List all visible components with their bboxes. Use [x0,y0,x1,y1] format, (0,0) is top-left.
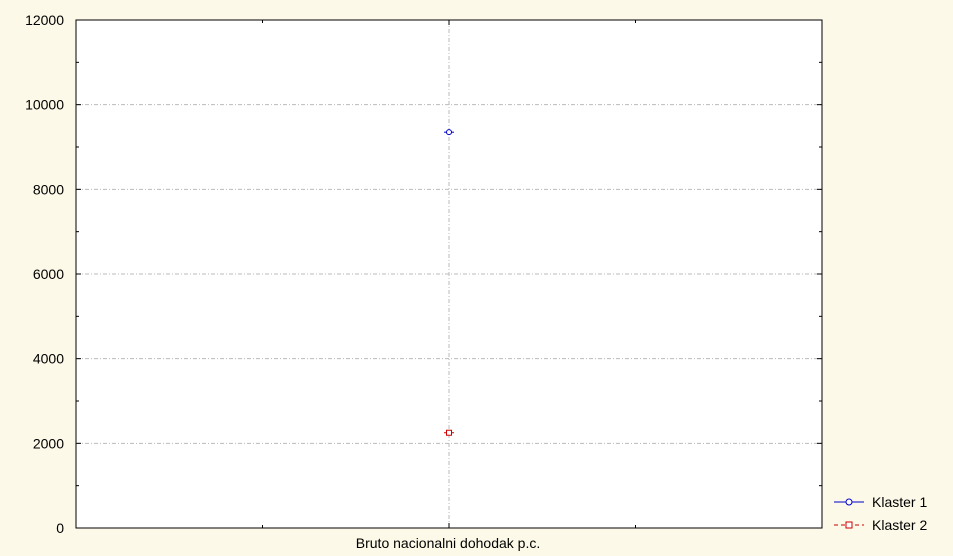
legend-label-klaster-1: Klaster 1 [872,494,927,510]
x-tick-label: Bruto nacionalni dohodak p.c. [356,535,540,551]
y-tick-label: 12000 [25,12,64,28]
data-point-klaster-1 [446,129,452,136]
legend: Klaster 1 Klaster 2 [834,494,927,533]
data-marks [444,129,454,436]
y-axis: 0 2000 4000 6000 8000 10000 12000 [25,12,822,536]
legend-marker-klaster-2 [845,521,853,529]
y-tick-label: 6000 [33,266,64,282]
data-point-klaster-2 [446,429,452,436]
y-tick-label: 0 [56,520,64,536]
legend-entry-klaster-2: Klaster 2 [834,517,927,533]
y-tick-label: 4000 [33,351,64,367]
legend-marker-klaster-1 [845,498,853,506]
y-tick-label: 2000 [33,435,64,451]
y-tick-label: 10000 [25,97,64,113]
legend-entry-klaster-1: Klaster 1 [834,494,927,510]
x-axis: Bruto nacionalni dohodak p.c. [262,20,636,551]
grid [76,20,822,528]
legend-label-klaster-2: Klaster 2 [872,517,927,533]
y-tick-label: 8000 [33,181,64,197]
